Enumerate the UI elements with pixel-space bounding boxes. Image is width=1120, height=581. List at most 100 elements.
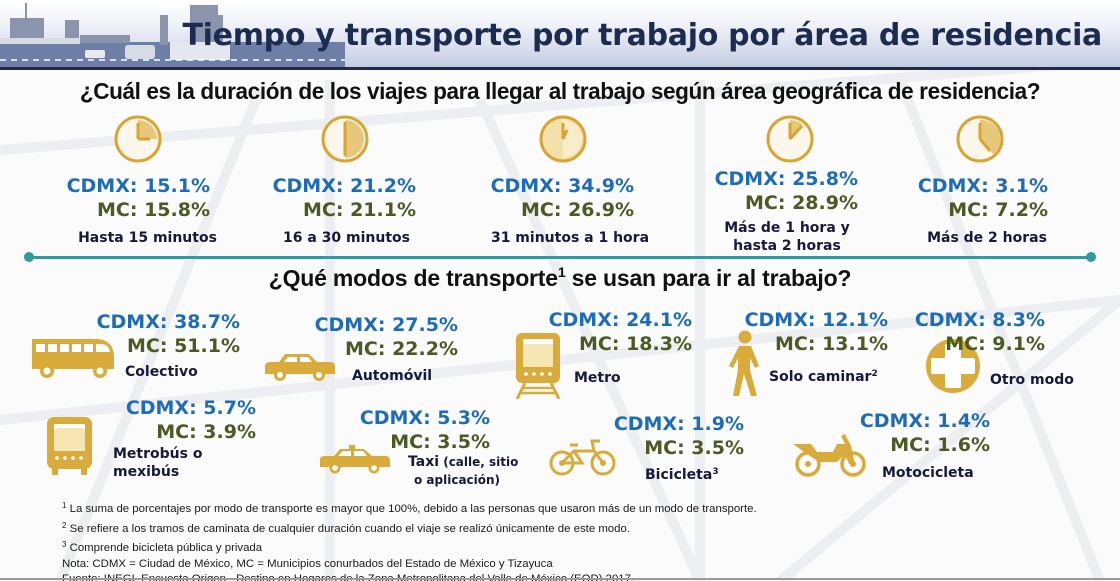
transport-question-text: ¿Qué modos de transporte <box>268 265 558 291</box>
note: Nota: CDMX = Ciudad de México, MC = Muni… <box>62 557 553 570</box>
cdmx-value: CDMX: 5.7% <box>125 397 256 419</box>
transport-stat: CDMX: 27.5% MC: 22.2% <box>306 313 458 361</box>
duration-label: Hasta 15 minutos <box>78 230 217 246</box>
train-icon <box>515 333 561 399</box>
cdmx-value: CDMX: 38.7% <box>96 311 240 333</box>
header-banner: Tiempo y transporte por trabajo por área… <box>0 0 1120 70</box>
transport-stat: CDMX: 8.3% MC: 9.1% <box>893 308 1045 356</box>
transport-label-text: Bicicleta <box>645 467 713 483</box>
duration-stat: CDMX: 3.1% MC: 7.2% <box>898 174 1048 222</box>
cdmx-value: CDMX: 3.1% <box>917 175 1048 197</box>
transport-label: Colectivo <box>125 364 198 380</box>
duration-label: Más de 1 hora y hasta 2 horas <box>712 219 862 255</box>
cdmx-value: CDMX: 25.8% <box>714 168 858 190</box>
transport-label: Automóvil <box>352 368 433 384</box>
mc-value: MC: 51.1% <box>127 335 240 357</box>
transport-question-text: se usan para ir al trabajo? <box>565 265 852 291</box>
transport-label-detail: (calle, sitio <box>439 455 519 469</box>
divider-dot <box>1086 252 1096 262</box>
transport-stat: CDMX: 24.1% MC: 18.3% <box>540 308 692 356</box>
transport-stat: CDMX: 38.7% MC: 51.1% <box>88 310 240 358</box>
cdmx-value: CDMX: 5.3% <box>359 407 490 429</box>
transport-label: Metrobús o mexibús <box>113 445 202 481</box>
cdmx-value: CDMX: 1.9% <box>613 413 744 435</box>
cdmx-value: CDMX: 1.4% <box>859 410 990 432</box>
divider-dot <box>24 252 34 262</box>
mc-value: MC: 22.2% <box>345 338 458 360</box>
cdmx-value: CDMX: 24.1% <box>548 309 692 331</box>
footnote-number: 1 <box>62 501 67 510</box>
transport-label: Taxi (calle, sitio o aplicación) <box>408 453 518 489</box>
city-skyline-illustration <box>0 3 345 67</box>
duration-stat: CDMX: 34.9% MC: 26.9% <box>484 174 634 222</box>
mc-value: MC: 7.2% <box>948 199 1048 221</box>
duration-stat: CDMX: 21.2% MC: 21.1% <box>266 174 416 222</box>
transport-label-text: Taxi <box>408 454 440 470</box>
bottom-rule <box>0 578 1120 580</box>
footnote-2: 2 Se refiere a los tramos de caminata de… <box>62 518 757 538</box>
bus-icon <box>32 339 114 378</box>
transport-stat: CDMX: 12.1% MC: 13.1% <box>736 308 888 356</box>
duration-label-line: Más de 1 hora y <box>724 220 850 236</box>
cdmx-value: CDMX: 27.5% <box>314 314 458 336</box>
transport-label-line: mexibús <box>113 464 180 480</box>
duration-label: 16 a 30 minutos <box>283 230 410 246</box>
cdmx-value: CDMX: 21.2% <box>272 175 416 197</box>
mc-value: MC: 18.3% <box>579 333 692 355</box>
footnote-text: Comprende bicicleta pública y privada <box>66 542 263 554</box>
transport-label: Metro <box>574 370 621 386</box>
duration-label: Más de 2 horas <box>927 230 1047 246</box>
duration-label-line: hasta 2 horas <box>733 238 841 254</box>
transport-label: Bicicleta3 <box>645 463 719 484</box>
transport-label-detail: o aplicación) <box>414 473 501 487</box>
pedestrian-icon <box>729 330 759 396</box>
clock-icon <box>114 115 162 163</box>
transport-label: Solo caminar2 <box>769 365 878 386</box>
footnote-1: 1 La suma de porcentajes por modo de tra… <box>62 498 757 518</box>
mc-value: MC: 21.1% <box>303 199 416 221</box>
footnote-number: 3 <box>62 540 67 549</box>
footnote-ref: 2 <box>871 369 878 379</box>
clock-icon <box>956 115 1004 163</box>
mc-value: MC: 9.1% <box>945 333 1045 355</box>
mc-value: MC: 26.9% <box>521 199 634 221</box>
duration-stat: CDMX: 15.1% MC: 15.8% <box>60 174 210 222</box>
car-icon <box>265 354 335 381</box>
mc-value: MC: 3.5% <box>390 431 490 453</box>
plus-circle-icon <box>926 339 980 393</box>
section-divider <box>28 256 1092 259</box>
bicycle-icon <box>549 439 616 476</box>
taxi-icon <box>320 445 390 474</box>
metrobus-icon <box>47 417 92 475</box>
motorcycle-icon <box>793 434 866 477</box>
mc-value: MC: 28.9% <box>745 192 858 214</box>
transport-question: ¿Qué modos de transporte1 se usan para i… <box>0 264 1120 292</box>
mc-value: MC: 3.5% <box>644 437 744 459</box>
footnotes: 1 La suma de porcentajes por modo de tra… <box>62 498 757 581</box>
footnote-number: 2 <box>62 520 67 530</box>
transport-stat: CDMX: 1.9% MC: 3.5% <box>592 412 744 460</box>
transport-label-line: Metrobús o <box>113 446 203 462</box>
mc-value: MC: 13.1% <box>775 333 888 355</box>
footnote-ref: 3 <box>712 467 719 477</box>
cdmx-value: CDMX: 15.1% <box>66 175 210 197</box>
clock-icon <box>321 115 369 163</box>
cdmx-value: CDMX: 8.3% <box>914 309 1045 331</box>
footnote-text: La suma de porcentajes por modo de trans… <box>66 503 757 515</box>
clock-icon <box>766 115 814 163</box>
mc-value: MC: 3.9% <box>156 421 256 443</box>
footnote-ref: 1 <box>557 264 566 280</box>
transport-label-text: Solo caminar <box>769 369 872 385</box>
transport-label: Otro modo <box>990 372 1074 388</box>
cdmx-value: CDMX: 12.1% <box>744 309 888 331</box>
transport-stat: CDMX: 5.3% MC: 3.5% <box>338 406 490 454</box>
mc-value: MC: 1.6% <box>890 434 990 456</box>
mc-value: MC: 15.8% <box>97 199 210 221</box>
footnote-3: 3 Comprende bicicleta pública y privada <box>62 537 757 557</box>
transport-stat: CDMX: 1.4% MC: 1.6% <box>838 409 990 457</box>
page-title: Tiempo y transporte por trabajo por área… <box>182 18 1103 53</box>
duration-stat: CDMX: 25.8% MC: 28.9% <box>708 167 858 215</box>
duration-question: ¿Cuál es la duración de los viajes para … <box>79 78 1041 104</box>
cdmx-value: CDMX: 34.9% <box>490 175 634 197</box>
